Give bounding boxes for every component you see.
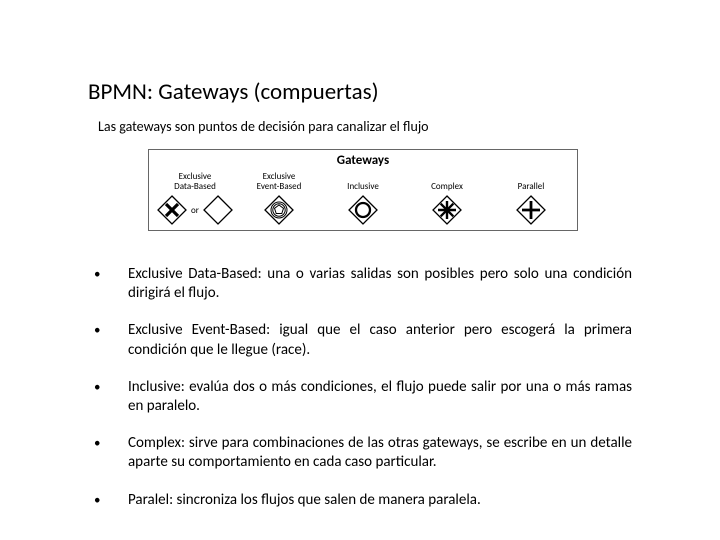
page-title: BPMN: Gateways (compuertas) xyxy=(88,78,632,106)
subtitle: Las gateways son puntos de decisión para… xyxy=(98,118,632,135)
diamond-empty-icon xyxy=(202,194,234,226)
list-item: •Complex: sirve para combinaciones de la… xyxy=(94,434,632,472)
gateway-exclusive-event: ExclusiveEvent-Based xyxy=(237,170,321,226)
gateway-label: ExclusiveEvent-Based xyxy=(257,170,302,192)
list-item: •Paralel: sincroniza los flujos que sale… xyxy=(94,491,632,510)
gateway-inclusive: Inclusive xyxy=(321,170,405,226)
diamond-asterisk-icon xyxy=(431,194,463,226)
gateway-label: Parallel xyxy=(518,170,545,192)
gateway-exclusive-data: ExclusiveData-Based or xyxy=(153,170,237,226)
diamond-event-icon xyxy=(263,194,295,226)
bullet-list: •Exclusive Data-Based: una o varias sali… xyxy=(88,265,632,510)
diamond-circle-icon xyxy=(347,194,379,226)
gateway-complex: Complex xyxy=(405,170,489,226)
diagram-row: ExclusiveData-Based or Exclus xyxy=(149,168,577,230)
diamond-x-icon xyxy=(156,194,188,226)
gateway-parallel: Parallel xyxy=(489,170,573,226)
or-label: or xyxy=(191,205,199,216)
list-item: •Inclusive: evalúa dos o más condiciones… xyxy=(94,378,632,416)
diamond-plus-icon xyxy=(515,194,547,226)
gateways-diagram: Gateways ExclusiveData-Based or xyxy=(148,149,578,231)
list-item: •Exclusive Data-Based: una o varias sali… xyxy=(94,265,632,303)
gateway-label: Complex xyxy=(431,170,463,192)
list-item: •Exclusive Event-Based: igual que el cas… xyxy=(94,321,632,359)
gateway-label: Inclusive xyxy=(347,170,379,192)
gateway-label: ExclusiveData-Based xyxy=(174,170,216,192)
diagram-header: Gateways xyxy=(149,150,577,168)
